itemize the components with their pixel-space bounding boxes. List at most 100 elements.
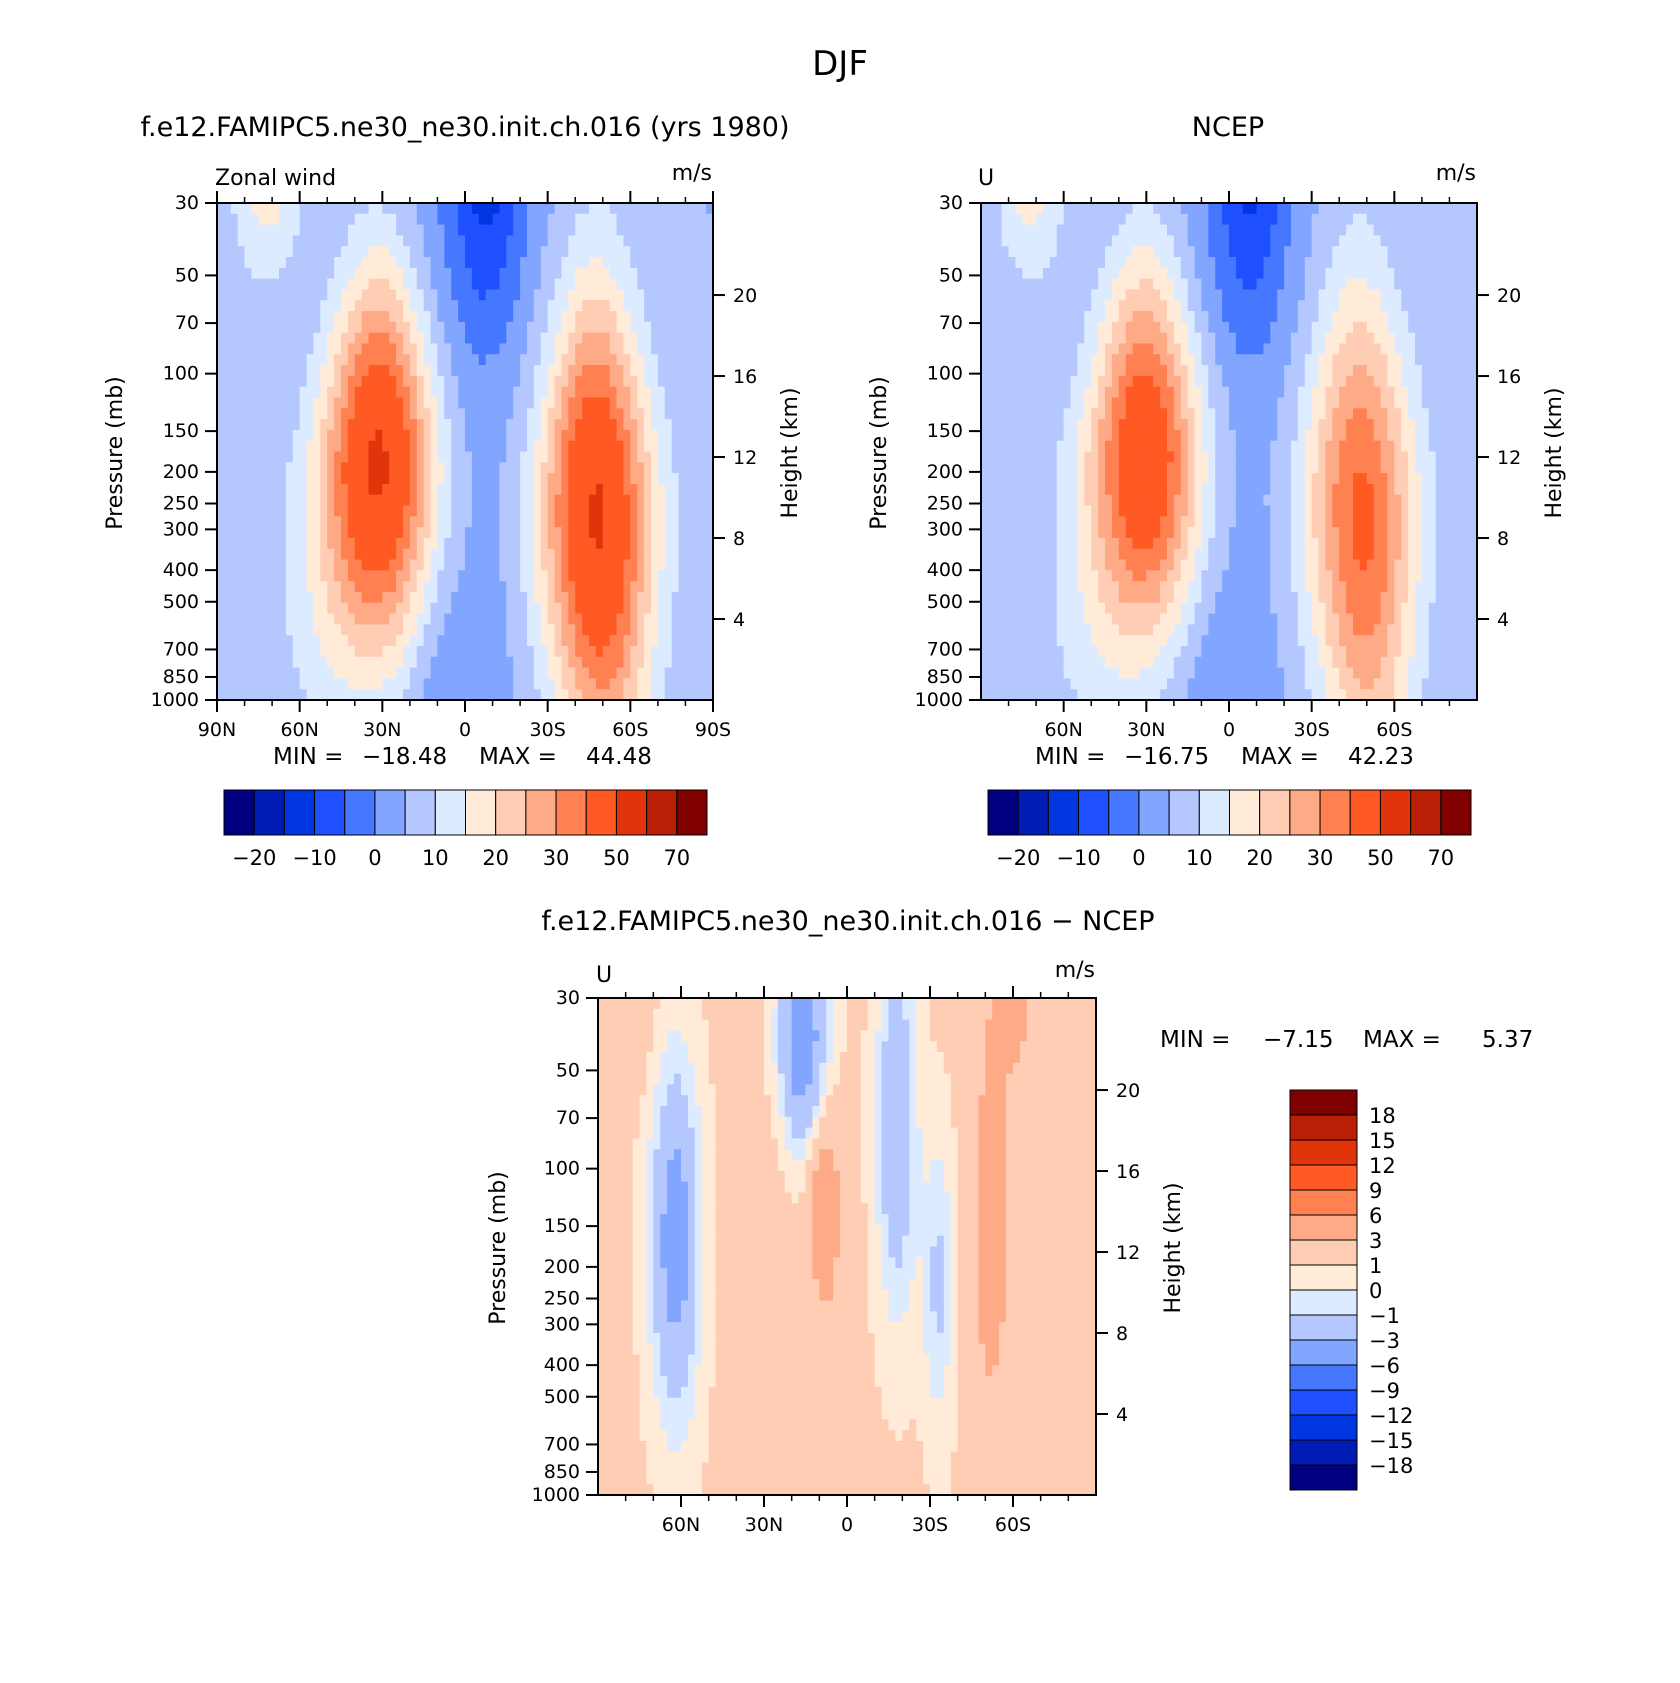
model-field-cell xyxy=(485,213,494,226)
obs-field-cell xyxy=(1380,203,1389,215)
model-field-cell xyxy=(444,419,452,431)
model-field-cell xyxy=(692,581,700,593)
obs-field-cell xyxy=(1118,246,1127,258)
model-field-cell xyxy=(292,267,301,280)
model-field-cell xyxy=(499,278,507,291)
model-field-cell xyxy=(251,311,259,323)
obs-field-cell xyxy=(1449,375,1457,388)
model-field-cell xyxy=(644,624,652,636)
model-field-cell xyxy=(623,602,631,615)
obs-field-cell xyxy=(1029,267,1037,280)
model-field-cell xyxy=(272,224,280,237)
model-field-cell xyxy=(396,311,404,323)
model-field-cell xyxy=(671,203,680,215)
obs-field-cell xyxy=(1008,289,1017,301)
model-field-cell xyxy=(589,527,597,539)
model-field-cell xyxy=(623,548,631,561)
obs-field-cell xyxy=(1132,289,1141,301)
model-field-cell xyxy=(651,213,659,226)
model-field-cell xyxy=(258,429,266,442)
obs-field-cell xyxy=(1304,375,1313,388)
model-field-cell xyxy=(692,267,700,280)
model-field-cell xyxy=(285,581,294,593)
model-field-cell xyxy=(320,419,328,431)
obs-field-cell xyxy=(994,321,1003,334)
model-field-cell xyxy=(540,224,549,237)
model-field-cell xyxy=(568,429,576,442)
model-field-cell xyxy=(499,635,507,647)
obs-field-cell xyxy=(1332,343,1340,355)
model-field-cell xyxy=(327,321,335,334)
model-field-cell xyxy=(368,548,377,561)
obs-field-cell xyxy=(1118,332,1127,345)
model-field-cell xyxy=(513,235,521,247)
obs-field-cell xyxy=(1325,321,1333,334)
obs-field-cell xyxy=(1146,386,1154,399)
model-field-cell xyxy=(478,689,487,701)
model-field-cell xyxy=(430,332,439,345)
model-field-cell xyxy=(623,473,631,485)
obs-field-cell xyxy=(1070,354,1079,366)
obs-field-cell xyxy=(1263,354,1271,366)
obs-field-cell xyxy=(1415,332,1423,345)
model-field-cell xyxy=(334,213,342,226)
model-field-cell xyxy=(285,667,294,679)
model-field-cell xyxy=(554,570,563,582)
model-field-cell xyxy=(423,624,432,636)
model-field-cell xyxy=(458,667,466,679)
model-field-cell xyxy=(554,527,563,539)
obs-field-cell xyxy=(1187,429,1196,442)
model-field-cell xyxy=(423,483,432,496)
model-field-cell xyxy=(361,267,370,280)
model-field-cell xyxy=(478,483,487,496)
model-field-cell xyxy=(568,527,576,539)
obs-field-cell xyxy=(1304,429,1313,442)
obs-field-cell xyxy=(1098,375,1106,388)
obs-field-cell xyxy=(1463,408,1471,420)
obs-field-cell xyxy=(1359,321,1368,334)
model-field-cell xyxy=(492,278,501,291)
obs-field-cell xyxy=(1111,375,1120,388)
obs-field-cell xyxy=(1346,408,1354,420)
model-field-cell xyxy=(506,343,514,355)
model-field-cell xyxy=(403,311,411,323)
obs-field-cell xyxy=(1304,224,1313,237)
model-field-cell xyxy=(692,570,700,582)
model-field-cell xyxy=(368,419,377,431)
model-field-cell xyxy=(478,537,487,550)
obs-field-cell xyxy=(1373,235,1382,247)
model-field-cell xyxy=(258,213,266,226)
obs-field-cell xyxy=(1229,386,1237,399)
model-field-cell xyxy=(471,548,480,561)
model-field-cell xyxy=(561,354,569,366)
obs-field-cell xyxy=(1036,386,1044,399)
obs-field-cell xyxy=(1235,235,1244,247)
obs-field-cell xyxy=(1408,397,1416,409)
model-field-cell xyxy=(471,635,480,647)
model-field-cell xyxy=(347,505,356,517)
model-field-cell xyxy=(492,332,501,345)
obs-field-cell xyxy=(1270,375,1278,388)
obs-field-cell xyxy=(1346,278,1354,291)
obs-field-cell xyxy=(1242,408,1251,420)
obs-field-cell xyxy=(1187,332,1196,345)
model-field-cell xyxy=(630,375,638,388)
model-field-cell xyxy=(506,537,514,550)
model-field-cell xyxy=(334,203,342,215)
model-field-cell xyxy=(685,537,693,550)
model-field-cell xyxy=(623,591,631,604)
obs-field-cell xyxy=(1215,419,1223,431)
model-field-cell xyxy=(272,602,280,615)
obs-field-cell xyxy=(1442,343,1451,355)
obs-field-cell xyxy=(1449,289,1457,301)
obs-field-cell xyxy=(1415,375,1423,388)
model-field-cell xyxy=(561,213,569,226)
model-field-cell xyxy=(492,645,501,658)
model-field-cell xyxy=(389,624,397,636)
model-field-cell xyxy=(554,548,563,561)
obs-field-cell xyxy=(1401,321,1409,334)
model-field-cell xyxy=(430,462,439,474)
obs-field-cell xyxy=(1029,332,1037,345)
obs-field-cell xyxy=(1139,246,1147,258)
model-field-cell xyxy=(327,451,335,463)
